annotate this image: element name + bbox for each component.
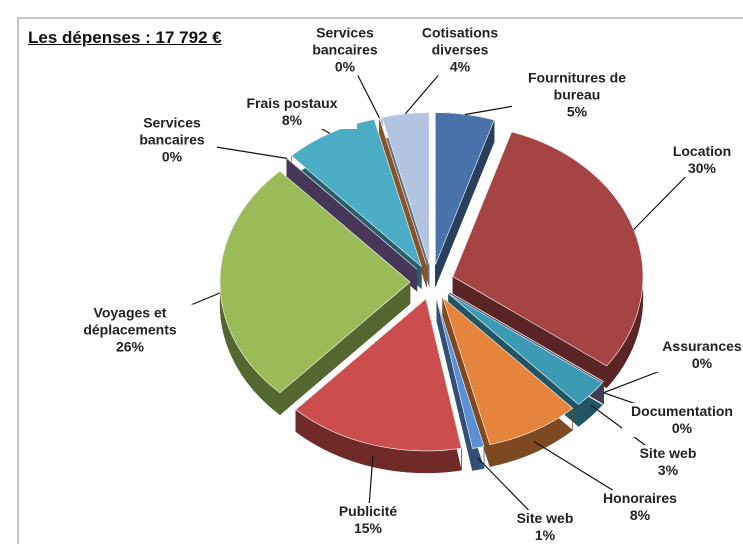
value-label: 8% <box>281 112 303 128</box>
data-label: Location 30% <box>657 143 743 177</box>
category-label: Documentation <box>631 403 733 419</box>
data-label: Documentation 0% <box>622 403 742 437</box>
category-label: Site web <box>639 445 697 461</box>
slice <box>448 293 603 405</box>
category-label: Publicité <box>338 503 398 519</box>
value-label: 1% <box>534 527 556 543</box>
category-label: Location <box>672 143 732 159</box>
category-label: Frais postaux <box>246 95 338 111</box>
value-label: 4% <box>449 58 471 75</box>
category-label: Services bancaires <box>312 24 378 58</box>
category-label: Cotisations diverses <box>421 24 499 58</box>
slice <box>290 119 423 268</box>
slice <box>436 299 485 449</box>
data-label: Voyages et déplacements 26% <box>65 304 195 356</box>
data-label: Site web 3% <box>623 445 713 479</box>
value-label: 5% <box>566 103 588 120</box>
data-label: Fournitures de bureau 5% <box>512 69 642 121</box>
data-label: Honoraires 8% <box>590 490 690 524</box>
slice <box>286 158 418 270</box>
data-label: Assurances 0% <box>652 338 743 372</box>
data-label: Services bancaires 0% <box>300 24 390 76</box>
value-label: 0% <box>334 58 356 75</box>
data-label: Site web 1% <box>500 510 590 544</box>
category-label: Assurances <box>662 338 742 354</box>
slice <box>441 296 574 445</box>
category-label: Voyages et déplacements <box>83 304 177 338</box>
category-label: Honoraires <box>603 490 677 506</box>
value-label: 30% <box>687 160 717 176</box>
category-label: Services bancaires <box>139 114 205 148</box>
value-label: 26% <box>115 338 145 355</box>
data-label: Frais postaux 8% <box>227 95 357 129</box>
value-label: 3% <box>657 462 679 478</box>
slice <box>219 170 411 394</box>
data-label: Publicité 15% <box>323 503 413 537</box>
chart-title: Les dépenses : 17 792 € <box>28 28 222 47</box>
value-label: 0% <box>671 420 693 436</box>
value-label: 8% <box>629 507 651 523</box>
value-label: 0% <box>161 148 183 165</box>
slice <box>381 112 430 265</box>
value-label: 15% <box>353 520 383 536</box>
category-label: Site web <box>516 510 574 526</box>
category-label: Fournitures de bureau <box>527 69 626 103</box>
slice <box>452 131 644 367</box>
data-label: Services bancaires 0% <box>127 114 217 166</box>
chart-frame <box>17 17 743 544</box>
value-label: 0% <box>691 355 713 371</box>
data-label: Cotisations diverses 4% <box>405 24 515 76</box>
slice <box>295 298 462 452</box>
